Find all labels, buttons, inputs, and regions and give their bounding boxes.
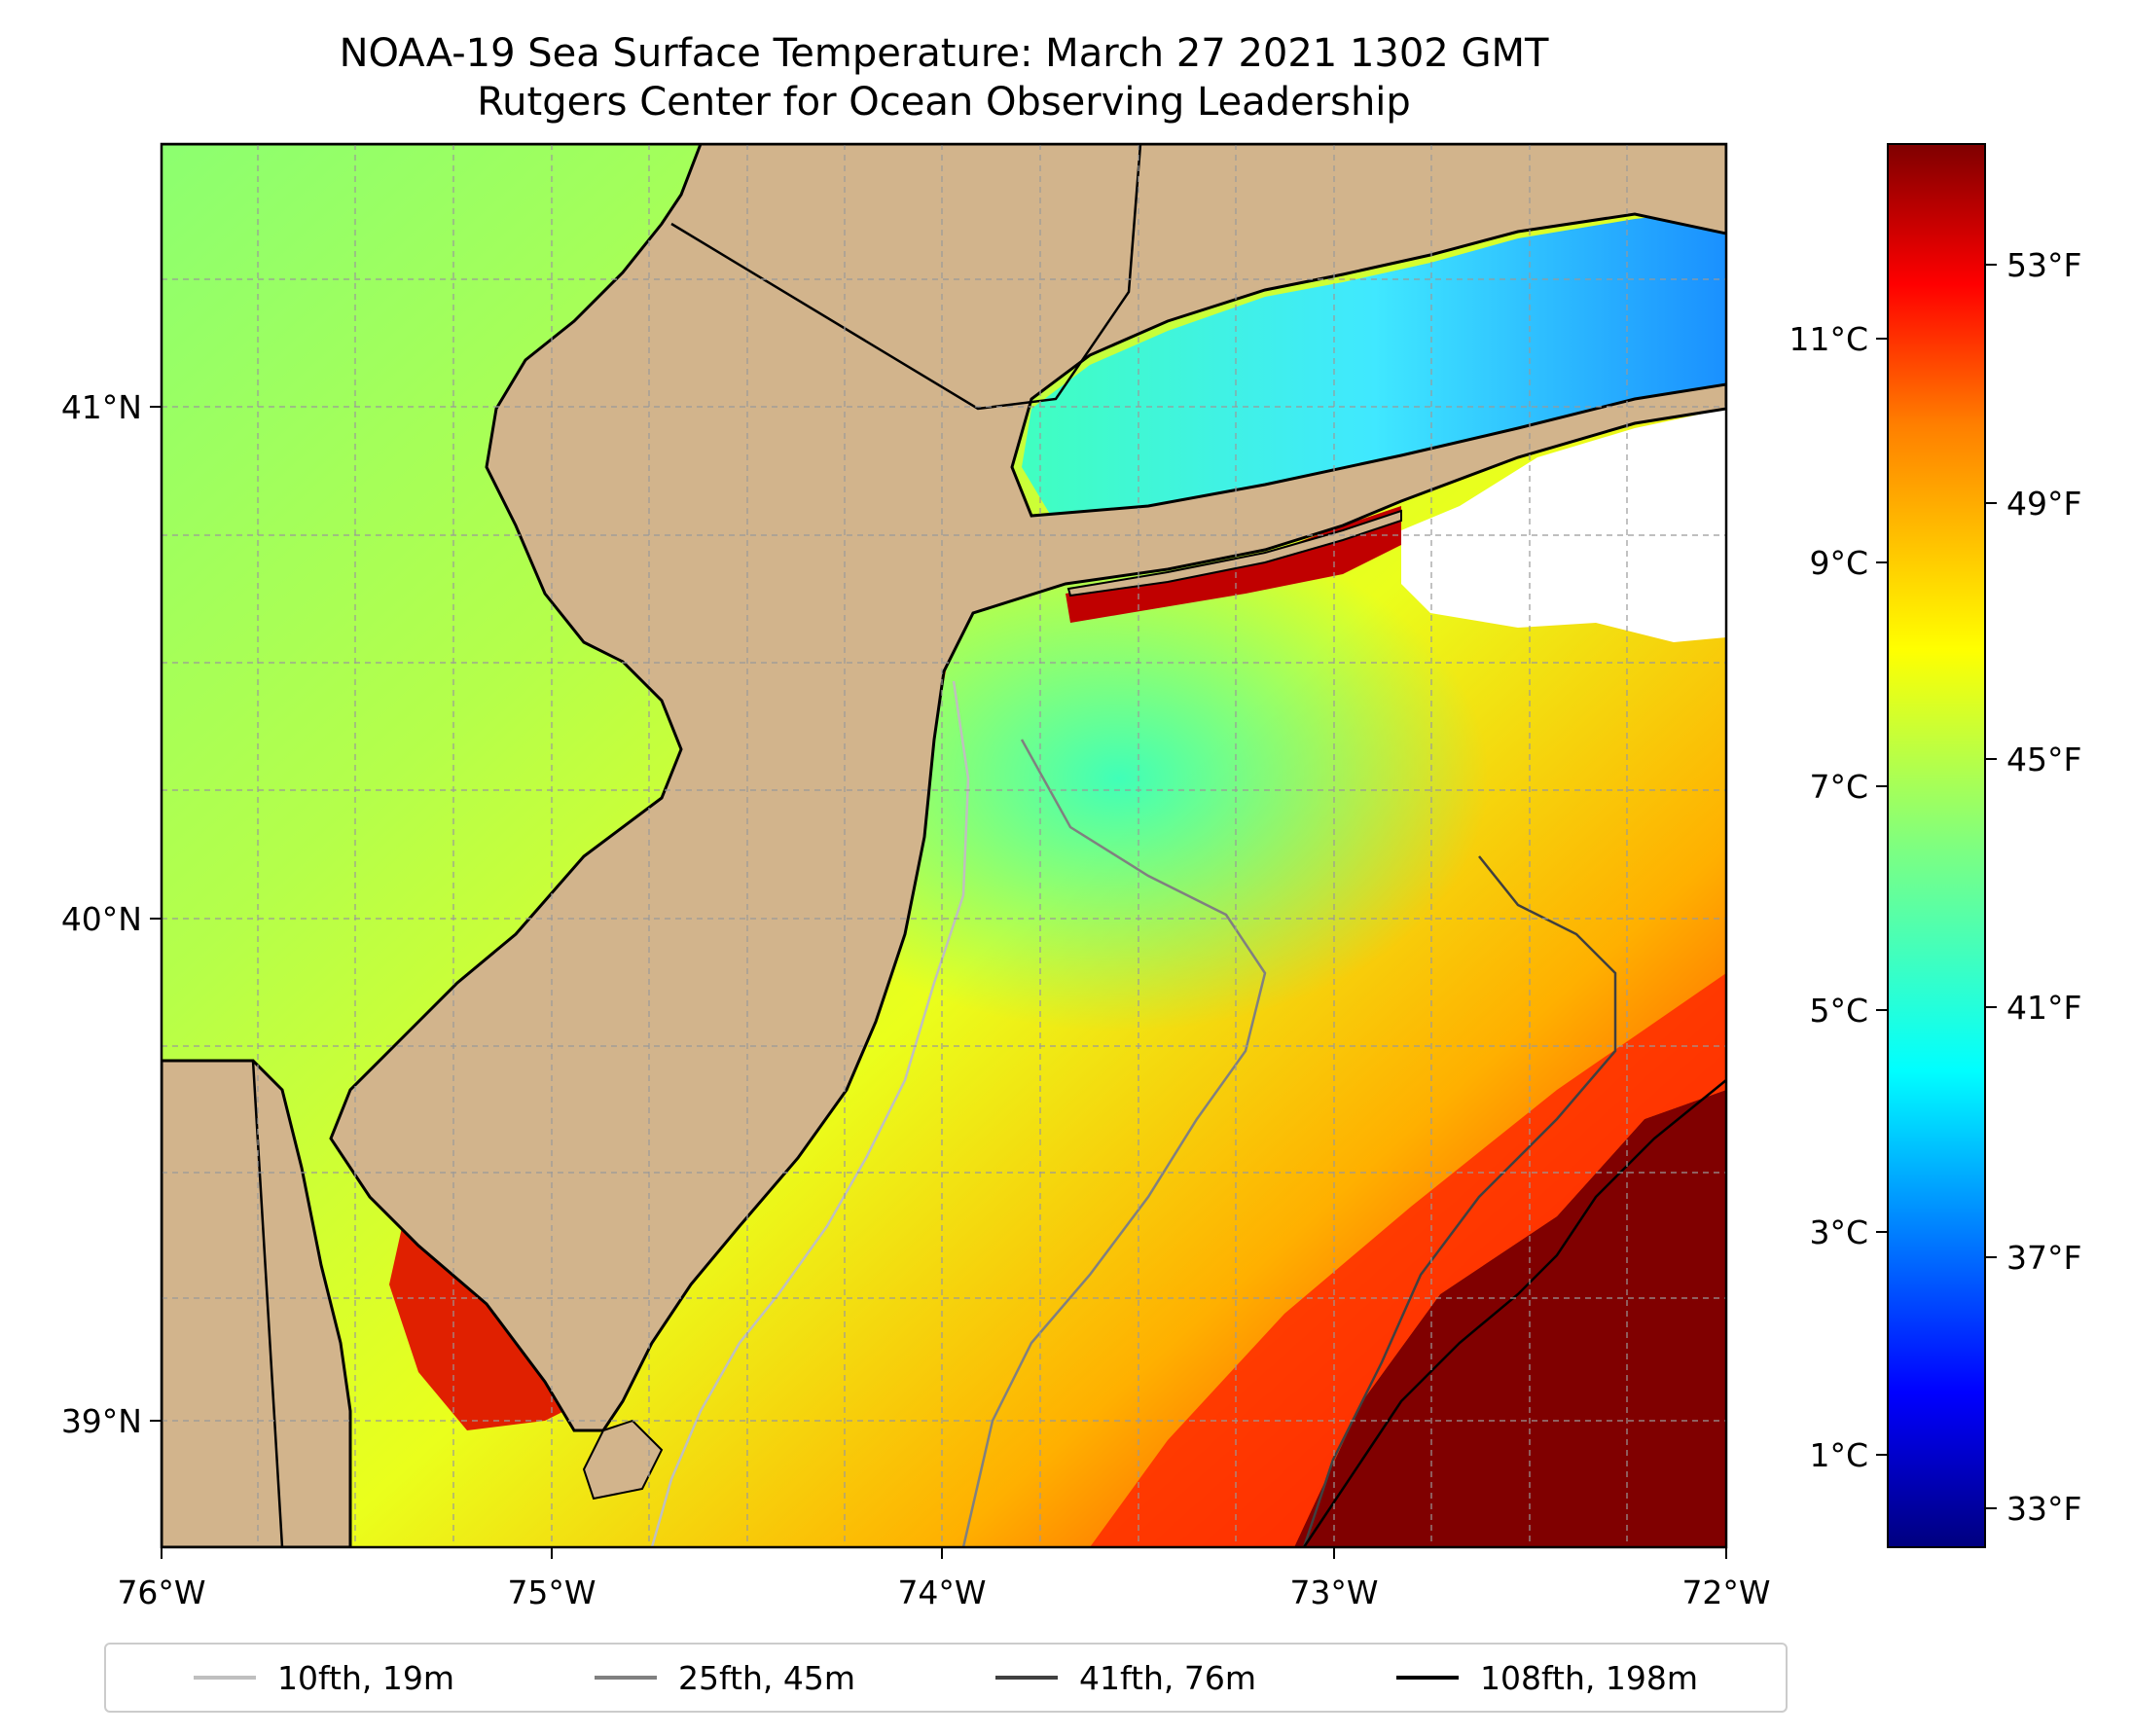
colorbar-c-1: 1°C — [1809, 1436, 1868, 1474]
contour-19m — [650, 680, 970, 1547]
legend-label-41fth: 41fth, 76m — [1079, 1658, 1256, 1697]
map-frame — [160, 142, 1728, 1549]
lat-label-41n: 41°N — [61, 388, 142, 426]
map-title: NOAA-19 Sea Surface Temperature: March 2… — [0, 29, 1888, 127]
colorbar-f-53: 53°F — [2006, 246, 2081, 284]
cloud-mask — [1401, 409, 1726, 642]
colorbar-f-33: 33°F — [2006, 1490, 2081, 1528]
land-mainland — [162, 144, 1726, 1432]
legend-label-25fth: 25fth, 45m — [678, 1658, 855, 1697]
axis-ticks — [150, 406, 1727, 1559]
title-line-1: NOAA-19 Sea Surface Temperature: March 2… — [339, 31, 1549, 76]
colorbar-f-45: 45°F — [2006, 741, 2081, 778]
legend-item-10fth: 10fth, 19m — [194, 1659, 454, 1697]
colorbar-f-41: 41°F — [2006, 989, 2081, 1027]
lat-label-39n: 39°N — [61, 1402, 142, 1440]
legend-item-108fth: 108fth, 198m — [1396, 1659, 1698, 1697]
colorbar-gradient — [1887, 143, 1986, 1548]
colorbar-c-7: 7°C — [1809, 768, 1868, 806]
legend-swatch-108fth — [1396, 1676, 1459, 1680]
legend-label-108fth: 108fth, 198m — [1480, 1658, 1698, 1697]
colorbar-c-5: 5°C — [1809, 992, 1868, 1030]
lon-label-74w: 74°W — [897, 1573, 986, 1611]
lon-label-75w: 75°W — [507, 1573, 596, 1611]
warm-water-region — [1294, 1090, 1726, 1547]
contour-76m — [1302, 855, 1617, 1547]
state-boundary-de-md — [162, 1059, 284, 1547]
lat-label-40n: 40°N — [61, 900, 142, 938]
legend-swatch-10fth — [194, 1676, 256, 1680]
lon-label-76w: 76°W — [117, 1573, 205, 1611]
title-line-2: Rutgers Center for Ocean Observing Leade… — [477, 80, 1411, 125]
gridlines — [162, 144, 1726, 1547]
land-delmarva — [162, 1059, 352, 1547]
contour-45m — [961, 739, 1267, 1547]
state-boundary-ny-nj — [670, 144, 1142, 411]
legend-item-41fth: 41fth, 76m — [995, 1659, 1256, 1697]
legend-swatch-25fth — [595, 1676, 657, 1680]
land-long-island-barrier — [1066, 509, 1402, 597]
lon-label-73w: 73°W — [1289, 1573, 1378, 1611]
colorbar-c-11: 11°C — [1789, 320, 1868, 358]
map-content — [162, 144, 1726, 1547]
legend-item-25fth: 25fth, 45m — [595, 1659, 855, 1697]
warm-front — [1090, 973, 1726, 1547]
long-island-sound — [1022, 209, 1726, 516]
contour-legend: 10fth, 19m 25fth, 45m 41fth, 76m 108fth,… — [104, 1643, 1788, 1713]
lon-label-72w: 72°W — [1681, 1573, 1770, 1611]
colorbar-c-9: 9°C — [1809, 544, 1868, 582]
colorbar-ticks — [1876, 264, 1997, 1509]
legend-swatch-41fth — [995, 1676, 1058, 1680]
colorbar: 11°C 9°C 7°C 5°C 3°C 1°C 53°F 49°F 45°F … — [1789, 143, 2081, 1548]
colorbar-c-3: 3°C — [1809, 1213, 1868, 1251]
contour-198m — [1302, 1079, 1726, 1547]
colorbar-f-49: 49°F — [2006, 485, 2081, 523]
colorbar-f-37: 37°F — [2006, 1239, 2081, 1277]
legend-label-10fth: 10fth, 19m — [277, 1658, 454, 1697]
